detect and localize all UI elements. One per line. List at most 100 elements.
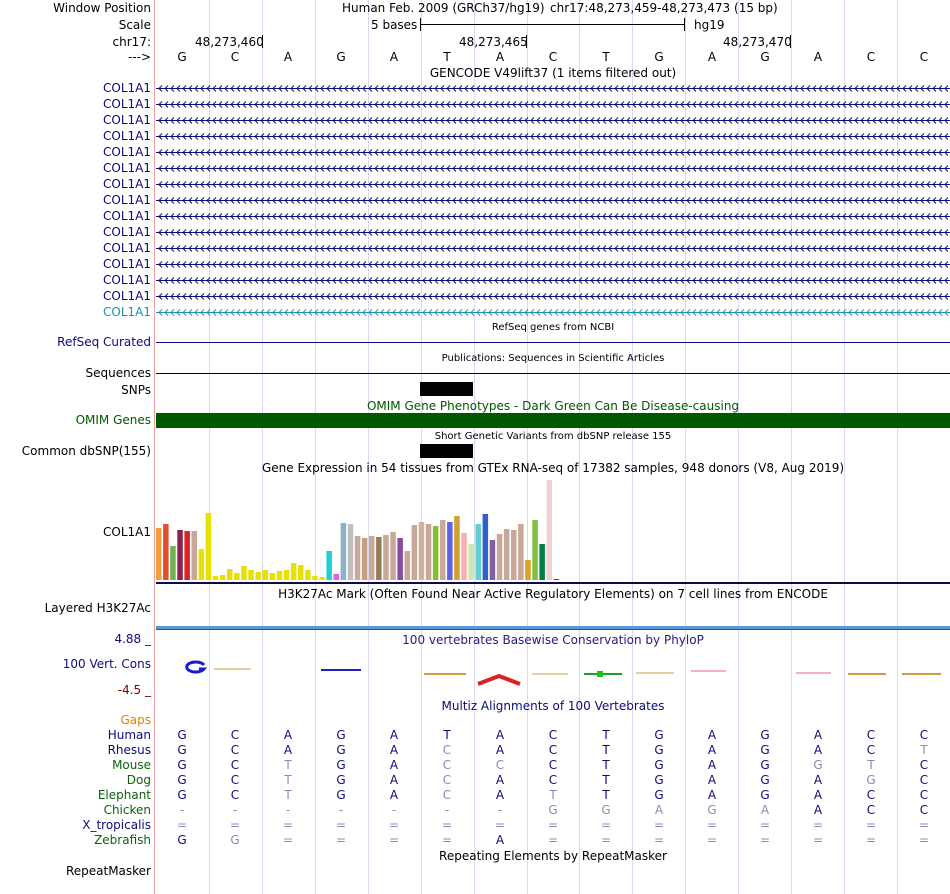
- phylop-logo[interactable]: [156, 655, 950, 690]
- gencode-transcript-track[interactable]: [156, 131, 950, 142]
- sequences-label[interactable]: Sequences: [85, 366, 151, 380]
- alignment-base: C: [919, 758, 929, 772]
- alignment-base: G: [601, 803, 611, 817]
- base-gridline: [685, 0, 686, 894]
- phylop-mark-5b: [597, 671, 603, 677]
- base-gridline: [844, 0, 845, 894]
- gencode-transcript-label[interactable]: COL1A1: [103, 97, 151, 111]
- gtex-tissue-bar: [184, 531, 190, 580]
- reference-base: C: [230, 50, 240, 64]
- gencode-transcript-label[interactable]: COL1A1: [103, 209, 151, 223]
- phylop-label[interactable]: 100 Vert. Cons: [62, 657, 151, 671]
- strand-arrows: [158, 101, 949, 108]
- repeatmasker-label[interactable]: RepeatMasker: [65, 864, 151, 878]
- h3k27ac-label[interactable]: Layered H3K27Ac: [44, 601, 151, 615]
- gencode-transcript-label[interactable]: COL1A1: [103, 129, 151, 143]
- gencode-transcript-label[interactable]: COL1A1: [103, 113, 151, 127]
- species-label[interactable]: Elephant: [97, 788, 151, 802]
- gencode-transcript-track[interactable]: [156, 115, 950, 126]
- gtex-tissue-bar: [305, 570, 311, 580]
- gencode-transcript-label[interactable]: COL1A1: [103, 241, 151, 255]
- strand-arrows: [158, 165, 949, 172]
- species-label[interactable]: Human: [107, 728, 151, 742]
- gencode-transcript-track[interactable]: [156, 243, 950, 254]
- alignment-base: =: [759, 833, 771, 847]
- species-label[interactable]: Rhesus: [107, 743, 151, 757]
- gencode-transcript-label[interactable]: COL1A1: [103, 177, 151, 191]
- species-label[interactable]: Zebrafish: [94, 833, 151, 847]
- gtex-tissue-bar: [432, 526, 439, 580]
- gtex-tissue-bar: [518, 524, 524, 580]
- gtex-tissue-bar: [170, 546, 176, 580]
- gencode-transcript-label[interactable]: COL1A1: [103, 257, 151, 271]
- strand-arrows: [158, 181, 949, 188]
- alignment-base: G: [336, 773, 346, 787]
- dbsnp-label[interactable]: Common dbSNP(155): [21, 444, 151, 458]
- gencode-transcript-track[interactable]: [156, 195, 950, 206]
- alignment-base: G: [654, 788, 664, 802]
- gtex-tissue-bar: [376, 537, 382, 580]
- refseq-gene-line[interactable]: [156, 342, 950, 343]
- gencode-transcript-track[interactable]: [156, 163, 950, 174]
- omim-label[interactable]: OMIM Genes: [75, 413, 151, 427]
- alignment-base: C: [548, 758, 558, 772]
- alignment-base: A: [707, 758, 717, 772]
- gtex-tissue-bar: [255, 572, 261, 580]
- snp-feature[interactable]: [420, 382, 473, 396]
- gencode-transcript-label[interactable]: COL1A1: [103, 305, 151, 319]
- alignment-base: =: [494, 818, 506, 832]
- gencode-transcript-track[interactable]: [156, 147, 950, 158]
- gencode-transcript-track[interactable]: [156, 179, 950, 190]
- gencode-transcript-track[interactable]: [156, 275, 950, 286]
- gencode-transcript-label[interactable]: COL1A1: [103, 289, 151, 303]
- alignment-base: A: [283, 728, 293, 742]
- gencode-transcript-label[interactable]: COL1A1: [103, 161, 151, 175]
- species-label[interactable]: Dog: [126, 773, 151, 787]
- gtex-tissue-bar: [532, 520, 538, 580]
- gtex-tissue-bar: [177, 530, 183, 580]
- alignment-base: T: [867, 758, 875, 772]
- scale-label: Scale: [118, 18, 151, 32]
- alignment-base: G: [654, 728, 664, 742]
- alignment-base: =: [547, 833, 559, 847]
- gencode-transcript-track[interactable]: [156, 307, 950, 318]
- h3k27ac-signal[interactable]: [156, 626, 950, 629]
- alignment-base: A: [813, 743, 823, 757]
- alignment-base: G: [177, 728, 187, 742]
- species-label[interactable]: X_tropicalis: [82, 818, 151, 832]
- gencode-transcript-track[interactable]: [156, 259, 950, 270]
- alignment-base: T: [549, 788, 557, 802]
- dbsnp-feature[interactable]: [420, 444, 473, 458]
- gencode-transcript-track[interactable]: [156, 99, 950, 110]
- gencode-transcript-label[interactable]: COL1A1: [103, 273, 151, 287]
- gencode-transcript-label[interactable]: COL1A1: [103, 145, 151, 159]
- gencode-transcript-label[interactable]: COL1A1: [103, 81, 151, 95]
- track-area[interactable]: Human Feb. 2009 (GRCh37/hg19) chr17:48,2…: [156, 0, 950, 894]
- snps-label[interactable]: SNPs: [121, 383, 151, 397]
- gtex-bar-chart[interactable]: [156, 476, 950, 586]
- base-gridline: [579, 0, 580, 894]
- species-label[interactable]: Chicken: [103, 803, 151, 817]
- refseq-label[interactable]: RefSeq Curated: [57, 335, 151, 349]
- gencode-transcript-label[interactable]: COL1A1: [103, 225, 151, 239]
- alignment-base: C: [442, 743, 452, 757]
- publications-line[interactable]: [156, 373, 950, 374]
- gencode-transcript-track[interactable]: [156, 211, 950, 222]
- reference-base: A: [495, 50, 505, 64]
- gtex-tissue-bar: [411, 525, 418, 580]
- gtex-label[interactable]: COL1A1: [103, 525, 151, 539]
- gencode-transcript-track[interactable]: [156, 83, 950, 94]
- species-label[interactable]: Mouse: [112, 758, 151, 772]
- omim-bar[interactable]: [156, 413, 950, 428]
- gtex-tissue-bar: [354, 536, 361, 580]
- base-gridline: [474, 0, 475, 894]
- phylop-glyph-g: [185, 660, 208, 674]
- gencode-transcript-track[interactable]: [156, 227, 950, 238]
- alignment-base: C: [919, 803, 929, 817]
- gencode-transcript-label[interactable]: COL1A1: [103, 193, 151, 207]
- gtex-tissue-bar: [511, 530, 517, 580]
- gencode-transcript-track[interactable]: [156, 291, 950, 302]
- base-gridline: [527, 0, 528, 894]
- alignment-base: A: [654, 803, 664, 817]
- alignment-base: G: [707, 803, 717, 817]
